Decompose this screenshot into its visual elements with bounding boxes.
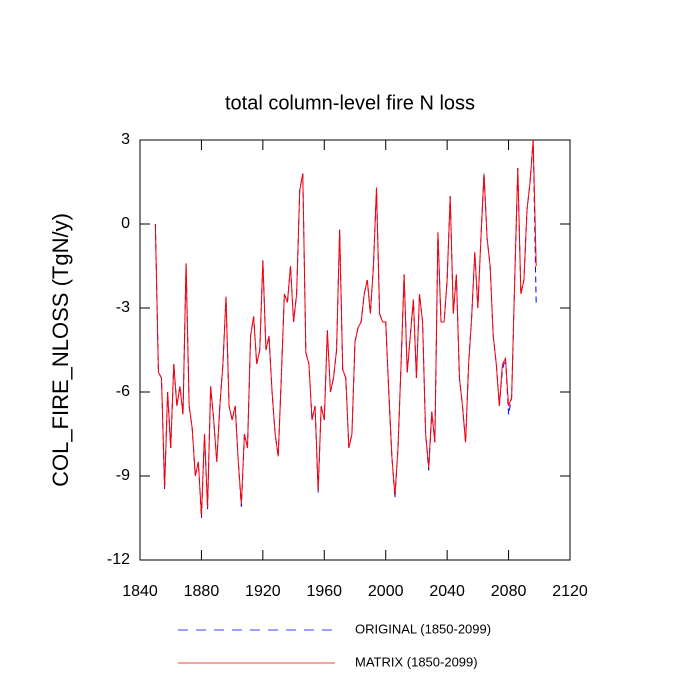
legend-label: ORIGINAL (1850-2099) xyxy=(355,621,491,636)
x-tick-label: 2000 xyxy=(368,583,404,600)
x-tick-label: 1920 xyxy=(245,583,281,600)
x-tick-label: 1840 xyxy=(122,583,158,600)
x-tick-label: 2080 xyxy=(491,583,527,600)
x-tick-label: 2120 xyxy=(552,583,588,600)
y-tick-label: -9 xyxy=(116,467,130,484)
y-tick-label: 3 xyxy=(121,131,130,148)
y-tick-label: -12 xyxy=(107,551,130,568)
plot-frame xyxy=(139,139,571,561)
chart-title: total column-level fire N loss xyxy=(225,92,475,114)
x-tick-label: 2040 xyxy=(429,583,465,600)
y-tick-label: -6 xyxy=(116,383,130,400)
x-tick-label: 1880 xyxy=(184,583,220,600)
line-series xyxy=(154,139,537,519)
legend-label: MATRIX (1850-2099) xyxy=(355,654,478,669)
y-tick-label: -3 xyxy=(116,299,130,316)
line-series xyxy=(154,139,537,516)
y-tick-label: 0 xyxy=(121,215,130,232)
x-tick-label: 1960 xyxy=(306,583,342,600)
y-axis-label: COL_FIRE_NLOSS (TgN/y) xyxy=(48,213,73,487)
